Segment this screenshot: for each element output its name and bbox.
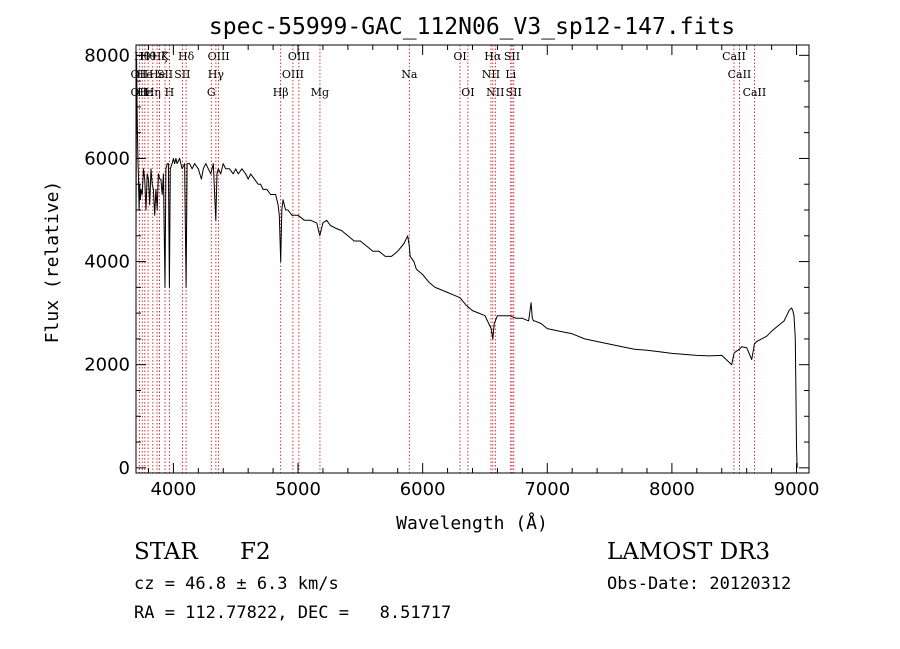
object-class: STAR <box>134 539 198 565</box>
spectrum-chart: spec-55999-GAC_112N06_V3_sp12-147.fits O… <box>42 14 820 534</box>
x-tick-label: 4000 <box>150 479 196 500</box>
redshift-velocity: cz = 46.8 ± 6.3 km/s <box>134 574 339 594</box>
line-label: Hγ <box>208 68 225 81</box>
survey-name: LAMOST DR3 <box>607 539 771 565</box>
y-tick-label: 8000 <box>84 45 130 66</box>
line-label: Hδ <box>178 50 195 63</box>
line-label: CaII <box>743 86 767 99</box>
line-label: SII <box>157 68 173 81</box>
plot-frame <box>135 44 810 474</box>
line-label: NII <box>486 86 504 99</box>
line-label: OIII <box>282 68 304 81</box>
line-label: He <box>137 68 153 81</box>
x-tick-label: 8000 <box>649 479 695 500</box>
line-label: OII <box>131 68 149 81</box>
chart-title: spec-55999-GAC_112N06_V3_sp12-147.fits <box>209 14 735 40</box>
y-tick-label: 2000 <box>84 355 130 376</box>
line-label: Na <box>401 68 418 81</box>
x-tick-label: 6000 <box>400 479 446 500</box>
line-label: Hζ <box>152 50 168 63</box>
flux-series-line <box>135 60 798 468</box>
line-label: He <box>149 68 165 81</box>
object-subclass: F2 <box>240 539 271 565</box>
line-label: Mg <box>311 86 329 99</box>
line-label: OIII <box>208 50 230 63</box>
line-label: Hβ <box>273 86 289 99</box>
line-label: Hθ <box>134 50 151 63</box>
line-label: Hα <box>484 50 502 63</box>
x-tick-label: 9000 <box>774 479 820 500</box>
line-label: OI <box>453 50 466 63</box>
y-axis-ticks: 0 2000 4000 6000 8000 <box>84 45 809 479</box>
line-label: G <box>207 86 216 99</box>
line-label: Hθ <box>140 50 157 63</box>
x-axis-ticks: 4000 5000 6000 7000 8000 9000 <box>147 45 820 500</box>
line-label: Li <box>505 68 516 81</box>
y-tick-label: 4000 <box>84 252 130 273</box>
line-label: SII <box>504 50 520 63</box>
line-label: CaII <box>722 50 746 63</box>
line-label: K <box>161 50 170 63</box>
sky-coordinates: RA = 112.77822, DEC = 8.51717 <box>134 603 452 623</box>
line-label: SII <box>174 68 190 81</box>
line-label: OII <box>131 86 149 99</box>
spectral-line-labels: OII OII Hθ He Hε Hθ Hη He HζK SII H SII Hδ G Hγ OIII Hβ O… <box>131 50 767 99</box>
y-tick-label: 6000 <box>84 148 130 169</box>
y-tick-label: 0 <box>119 458 130 479</box>
line-label: H <box>165 86 175 99</box>
spectral-line-markers <box>138 45 755 473</box>
x-axis-label: Wavelength (Å) <box>396 512 548 534</box>
y-axis-label: Flux (relative) <box>42 181 63 344</box>
line-label: CaII <box>728 68 752 81</box>
line-label: SII <box>506 86 522 99</box>
x-tick-label: 5000 <box>275 479 321 500</box>
line-label: OI <box>461 86 474 99</box>
line-label: Hη <box>145 86 161 99</box>
line-label: NII <box>482 68 500 81</box>
line-label: Hε <box>137 86 153 99</box>
x-tick-label: 7000 <box>524 479 570 500</box>
observation-date: Obs-Date: 20120312 <box>607 574 792 594</box>
line-label: OIII <box>288 50 310 63</box>
